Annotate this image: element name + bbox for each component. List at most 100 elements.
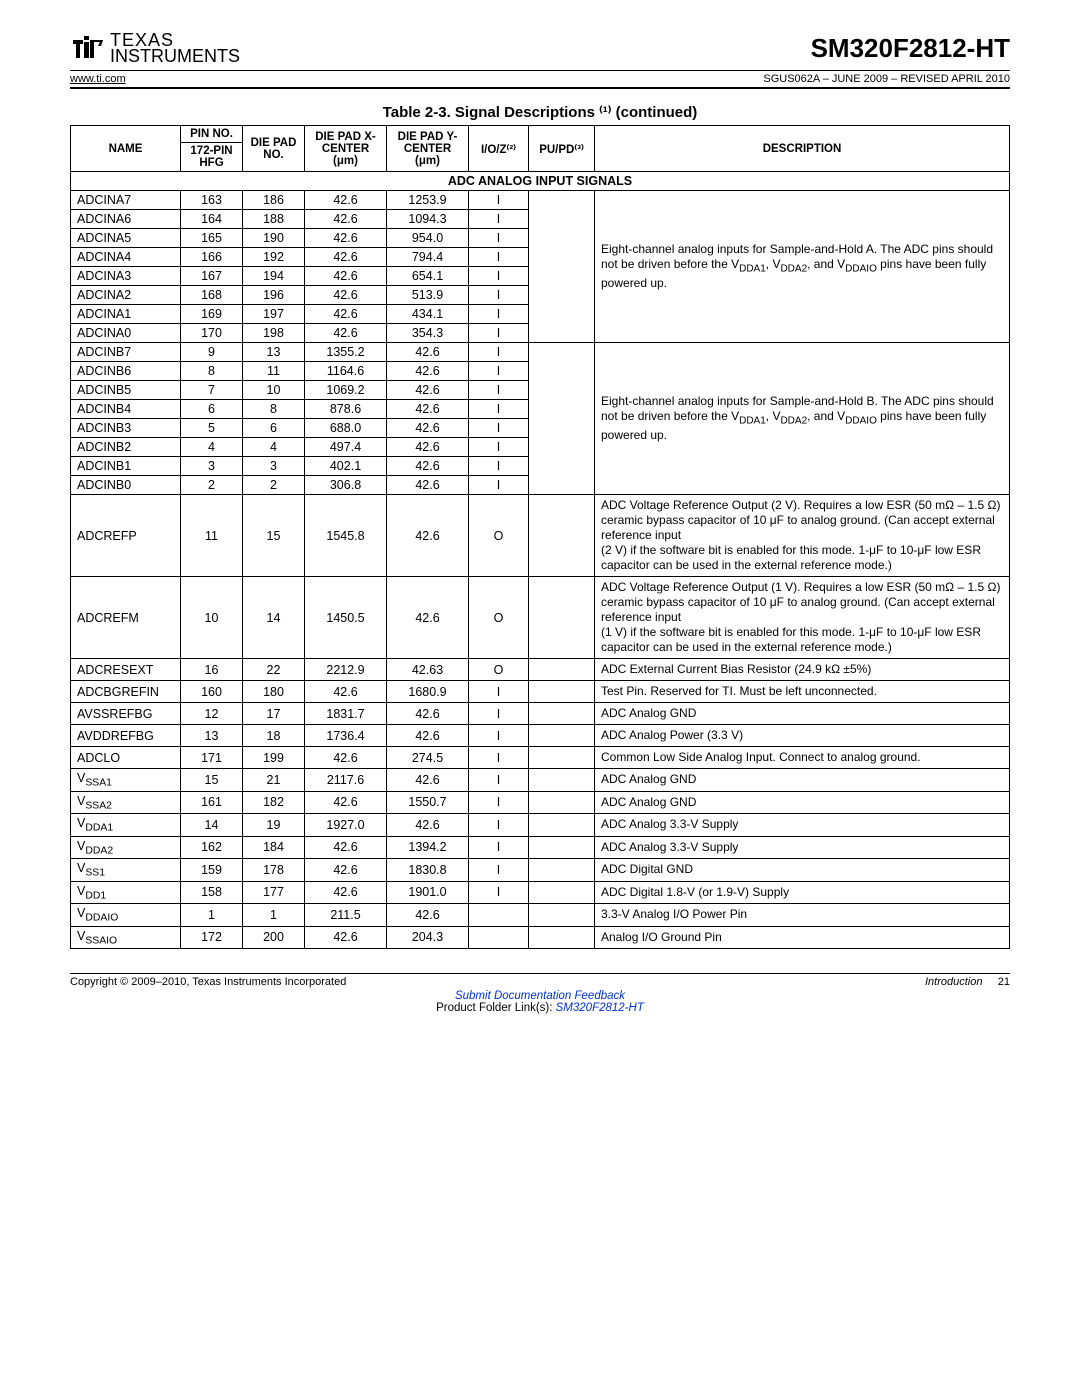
table-row: ADCBGREFIN16018042.61680.9ITest Pin. Res… <box>71 681 1010 703</box>
cell: 42.6 <box>387 400 469 419</box>
cell: ADC Voltage Reference Output (2 V). Requ… <box>595 495 1010 577</box>
cell: 954.0 <box>387 229 469 248</box>
cell: ADCINB3 <box>71 419 181 438</box>
cell: 42.6 <box>305 747 387 769</box>
cell: 198 <box>243 324 305 343</box>
cell: 42.6 <box>305 681 387 703</box>
cell: 274.5 <box>387 747 469 769</box>
folder-prefix: Product Folder Link(s): <box>436 1002 556 1014</box>
cell: I <box>469 769 529 792</box>
cell <box>529 881 595 904</box>
cell: 42.6 <box>305 859 387 882</box>
cell: 1 <box>181 904 243 927</box>
table-row: VSSA115212117.642.6IADC Analog GND <box>71 769 1010 792</box>
logo: TEXAS INSTRUMENTS <box>70 30 240 66</box>
cell: 42.63 <box>387 659 469 681</box>
cell: ADCINB5 <box>71 381 181 400</box>
cell: 513.9 <box>387 286 469 305</box>
cell: 11 <box>181 495 243 577</box>
folder-link[interactable]: SM320F2812-HT <box>556 1002 644 1014</box>
feedback-link[interactable]: Submit Documentation Feedback <box>455 990 625 1002</box>
cell <box>529 659 595 681</box>
cell: I <box>469 381 529 400</box>
cell: Analog I/O Ground Pin <box>595 926 1010 949</box>
table-row: ADCINA716318642.61253.9IEight-channel an… <box>71 191 1010 210</box>
cell: 190 <box>243 229 305 248</box>
cell: 1550.7 <box>387 791 469 814</box>
cell: 3 <box>181 457 243 476</box>
cell: 199 <box>243 747 305 769</box>
cell: ADCINA2 <box>71 286 181 305</box>
cell: I <box>469 859 529 882</box>
cell: 8 <box>181 362 243 381</box>
cell: ADC Analog GND <box>595 791 1010 814</box>
cell: 177 <box>243 881 305 904</box>
th-ioz: I/O/Z⁽²⁾ <box>469 126 529 172</box>
cell: AVSSREFBG <box>71 703 181 725</box>
cell <box>529 904 595 927</box>
cell: 42.6 <box>387 343 469 362</box>
cell <box>529 859 595 882</box>
cell <box>529 814 595 837</box>
cell: 497.4 <box>305 438 387 457</box>
cell: I <box>469 400 529 419</box>
cell: I <box>469 191 529 210</box>
cell: ADC Analog 3.3-V Supply <box>595 836 1010 859</box>
cell: 1450.5 <box>305 577 387 659</box>
cell: 4 <box>243 438 305 457</box>
cell: 3.3-V Analog I/O Power Pin <box>595 904 1010 927</box>
cell: 42.6 <box>305 191 387 210</box>
cell: 18 <box>243 725 305 747</box>
cell: 42.6 <box>387 495 469 577</box>
table-row: VDDA216218442.61394.2IADC Analog 3.3-V S… <box>71 836 1010 859</box>
cell <box>469 904 529 927</box>
cell: 200 <box>243 926 305 949</box>
url-link[interactable]: www.ti.com <box>70 73 126 85</box>
cell: I <box>469 457 529 476</box>
cell: 4 <box>181 438 243 457</box>
cell: VSS1 <box>71 859 181 882</box>
table-row: VSSA216118242.61550.7IADC Analog GND <box>71 791 1010 814</box>
table-row: ADCREFP11151545.842.6OADC Voltage Refere… <box>71 495 1010 577</box>
cell: 182 <box>243 791 305 814</box>
cell: 188 <box>243 210 305 229</box>
cell: ADCINA5 <box>71 229 181 248</box>
cell: 15 <box>243 495 305 577</box>
cell: ADCINA4 <box>71 248 181 267</box>
cell: 10 <box>181 577 243 659</box>
cell: VSSAIO <box>71 926 181 949</box>
table-row: VSSAIO17220042.6204.3Analog I/O Ground P… <box>71 926 1010 949</box>
cell: 5 <box>181 419 243 438</box>
cell: 42.6 <box>305 881 387 904</box>
cell: 160 <box>181 681 243 703</box>
header: TEXAS INSTRUMENTS SM320F2812-HT <box>70 30 1010 71</box>
cell: 159 <box>181 859 243 882</box>
cell: 688.0 <box>305 419 387 438</box>
cell: 794.4 <box>387 248 469 267</box>
doc-info: SGUS062A – JUNE 2009 – REVISED APRIL 201… <box>763 73 1010 85</box>
cell: 13 <box>181 725 243 747</box>
cell: 42.6 <box>387 419 469 438</box>
cell: 11 <box>243 362 305 381</box>
cell: O <box>469 577 529 659</box>
cell: ADCINB4 <box>71 400 181 419</box>
cell: 21 <box>243 769 305 792</box>
cell: 42.6 <box>305 324 387 343</box>
cell: ADC Digital 1.8-V (or 1.9-V) Supply <box>595 881 1010 904</box>
copyright: Copyright © 2009–2010, Texas Instruments… <box>70 976 346 988</box>
cell: 192 <box>243 248 305 267</box>
cell: 16 <box>181 659 243 681</box>
cell: 42.6 <box>387 457 469 476</box>
cell: 434.1 <box>387 305 469 324</box>
cell: 169 <box>181 305 243 324</box>
cell: 42.6 <box>305 267 387 286</box>
cell: 306.8 <box>305 476 387 495</box>
cell: 2212.9 <box>305 659 387 681</box>
cell: 171 <box>181 747 243 769</box>
cell: 42.6 <box>387 476 469 495</box>
table-row: AVSSREFBG12171831.742.6IADC Analog GND <box>71 703 1010 725</box>
cell: I <box>469 343 529 362</box>
cell: I <box>469 362 529 381</box>
cell: ADC Analog Power (3.3 V) <box>595 725 1010 747</box>
th-pinno: PIN NO. <box>181 126 243 143</box>
